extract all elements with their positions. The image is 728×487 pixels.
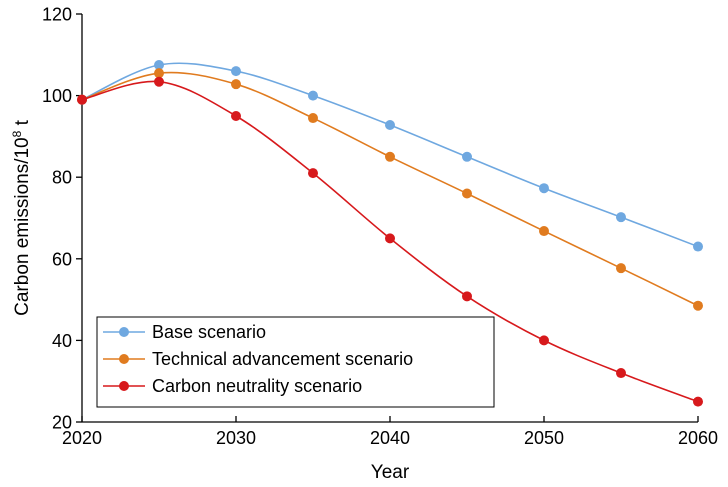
- legend-entry-base: Base scenario: [103, 322, 266, 342]
- x-tick-label: 2050: [524, 428, 564, 448]
- x-tick-label: 2020: [62, 428, 102, 448]
- series-1-point: [616, 263, 626, 274]
- legend-label-neutrality: Carbon neutrality scenario: [152, 376, 362, 396]
- legend-entry-technical: Technical advancement scenario: [103, 349, 413, 369]
- series-1-point: [462, 188, 472, 199]
- series-0-point: [385, 119, 395, 130]
- series-0-point: [539, 183, 549, 194]
- series-1-point: [154, 68, 164, 79]
- y-tick-label: 120: [42, 5, 72, 25]
- series-1-point: [308, 113, 318, 124]
- series-0-point: [462, 151, 472, 162]
- series-layer: [77, 60, 703, 407]
- series-0-point: [308, 90, 318, 101]
- series-2-point: [385, 233, 395, 244]
- y-axis-title: Carbon emissions/108 t: [10, 119, 33, 315]
- legend-swatch-marker: [119, 381, 129, 391]
- y-axis-title-superscript: 8: [10, 130, 24, 137]
- x-axis-title: Year: [371, 462, 410, 483]
- legend-swatch-marker: [119, 327, 129, 337]
- series-2-point: [154, 76, 164, 87]
- legend-label-base: Base scenario: [152, 322, 266, 342]
- y-axis-title-unit: t: [12, 119, 33, 130]
- series-2-point: [308, 168, 318, 179]
- x-tick-label: 2030: [216, 428, 256, 448]
- legend-box: [96, 316, 495, 408]
- legend-entry-neutrality: Carbon neutrality scenario: [103, 376, 362, 396]
- y-axis-title-main: Carbon emissions/10: [12, 137, 33, 315]
- series-2-point: [231, 111, 241, 121]
- y-tick-label: 20: [52, 413, 72, 433]
- series-2-point: [539, 335, 549, 346]
- x-tick-label: 2040: [370, 428, 410, 448]
- series-0-point: [616, 212, 626, 223]
- series-1-point: [385, 151, 395, 162]
- legend-label-technical: Technical advancement scenario: [152, 349, 413, 369]
- series-2-point: [462, 291, 472, 302]
- series-0-point: [154, 60, 164, 70]
- series-2-point: [693, 396, 703, 407]
- series-0-point: [231, 66, 241, 77]
- series-1-point: [539, 226, 549, 237]
- x-tick-label: 2060: [678, 428, 718, 448]
- series-2-point: [77, 94, 87, 105]
- series-2-point: [616, 368, 626, 379]
- legend: Base scenario Technical advancement scen…: [96, 316, 495, 408]
- series-line-1: [81, 71, 699, 307]
- legend-swatch-marker: [119, 354, 129, 364]
- series-1-point: [231, 79, 241, 90]
- y-tick-label: 40: [52, 331, 72, 351]
- y-tick-label: 80: [52, 168, 72, 188]
- y-tick-label: 60: [52, 249, 72, 269]
- series-1-point: [693, 300, 703, 311]
- y-tick-label: 100: [42, 86, 72, 106]
- series-0-point: [693, 241, 703, 252]
